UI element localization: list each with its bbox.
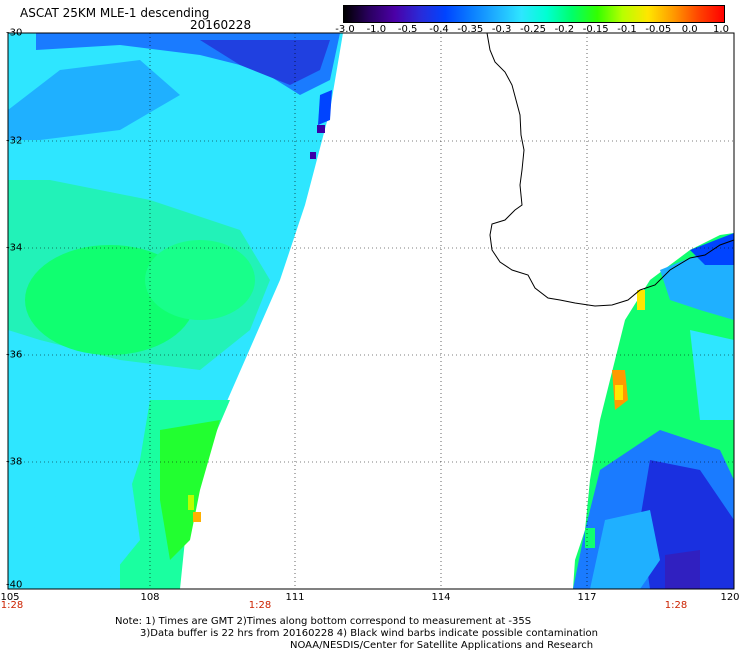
- colorbar-tick-label: -0.25: [520, 24, 546, 35]
- x-label-117: 117: [577, 592, 597, 603]
- note-line-2: 3)Data buffer is 22 hrs from 20160228 4)…: [140, 628, 598, 639]
- y-label-32: -32: [6, 135, 23, 147]
- y-label-36: -36: [6, 349, 23, 361]
- colorbar-tick-label: 1.0: [713, 24, 729, 35]
- colorbar-tick-label: -0.35: [457, 24, 484, 35]
- time-label-right: 1:28: [664, 600, 688, 611]
- y-label-34: -34: [6, 242, 23, 254]
- plot-frame: [7, 32, 735, 590]
- time-label-left: 1:28: [0, 600, 24, 611]
- note-line-3: NOAA/NESDIS/Center for Satellite Applica…: [290, 640, 594, 651]
- colorbar-tick-label: 0.0: [681, 24, 698, 35]
- colorbar-tick-label: -0.4: [429, 24, 449, 35]
- y-label-30: -30: [6, 27, 23, 39]
- y-label-40: -40: [6, 579, 23, 591]
- left-swath: [8, 33, 343, 589]
- map-date: 20160228: [190, 18, 252, 32]
- colorbar-tick-label: -0.2: [554, 24, 575, 35]
- colorbar-tick-label: -0.5: [397, 24, 418, 35]
- colorbar: [343, 5, 725, 23]
- colorbar-tick-label: -3.0: [335, 24, 355, 35]
- time-label-middle: 1:28: [248, 600, 272, 611]
- colorbar-tick-label: -0.1: [617, 24, 637, 35]
- colorbar-tick-label: -0.15: [582, 24, 609, 35]
- y-label-38: -38: [6, 456, 23, 468]
- note-line-1: Note: 1) Times are GMT 2)Times along bot…: [115, 616, 532, 627]
- map-title: ASCAT 25KM MLE-1 descending: [20, 6, 210, 20]
- coastline: [486, 32, 735, 307]
- x-label-114: 114: [431, 592, 451, 603]
- x-label-105: 105: [0, 592, 20, 603]
- colorbar-tick-label: -1.0: [366, 24, 387, 35]
- right-swath: [573, 233, 734, 589]
- colorbar-tick-label: -0.3: [491, 24, 512, 35]
- x-label-108: 108: [140, 592, 160, 603]
- x-label-120: 120: [720, 592, 740, 603]
- colorbar-tick-label: -0.05: [645, 24, 672, 35]
- x-label-111: 111: [285, 592, 305, 603]
- graticule: [8, 33, 734, 589]
